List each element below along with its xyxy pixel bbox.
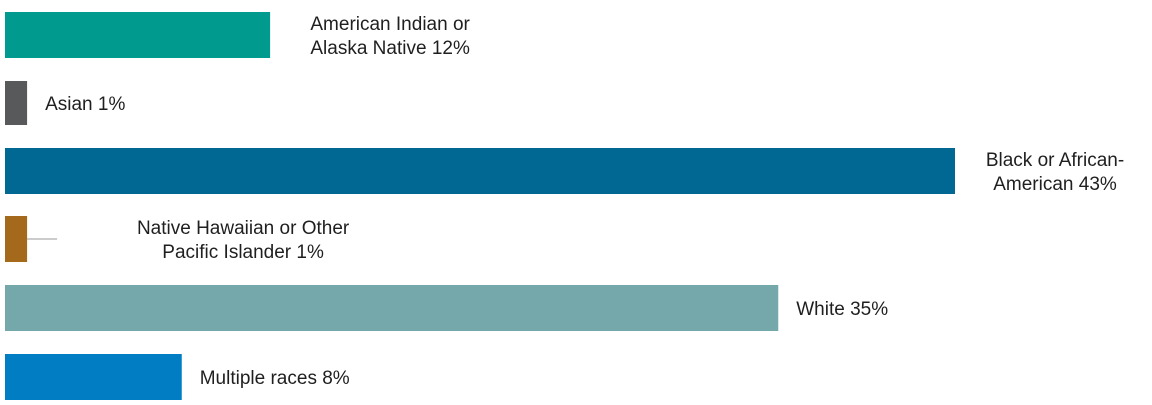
bar-multiple-races [5, 354, 182, 400]
data-label-native-hawaiian-or-other-pacific-islander: Native Hawaiian or Other Pacific Islander… [137, 218, 350, 263]
bar-asian [5, 81, 28, 125]
bar-native-hawaiian-or-other-pacific-islander [5, 216, 28, 262]
data-label-line: White 35% [796, 299, 888, 320]
data-label-line: American 43% [993, 174, 1117, 195]
bar-american-indian-or-alaska-native [5, 12, 271, 58]
data-label-asian: Asian 1% [45, 94, 125, 115]
data-label-line: Black or African- [986, 150, 1124, 171]
data-label-line: Multiple races 8% [200, 368, 350, 389]
data-label-american-indian-or-alaska-native: American Indian or Alaska Native 12% [310, 14, 470, 59]
data-label-line: Alaska Native 12% [310, 38, 470, 59]
data-label-line: Native Hawaiian or Other [137, 218, 350, 239]
data-label-line: Pacific Islander 1% [162, 242, 324, 263]
bar-black-or-african-american [5, 148, 955, 194]
data-label-black-or-african-american: Black or African- American 43% [986, 150, 1124, 195]
data-label-line: Asian 1% [45, 94, 125, 115]
bar-white [5, 285, 779, 331]
data-label-multiple-races: Multiple races 8% [200, 368, 350, 389]
data-label-white: White 35% [796, 299, 888, 320]
data-label-line: American Indian or [310, 14, 470, 35]
